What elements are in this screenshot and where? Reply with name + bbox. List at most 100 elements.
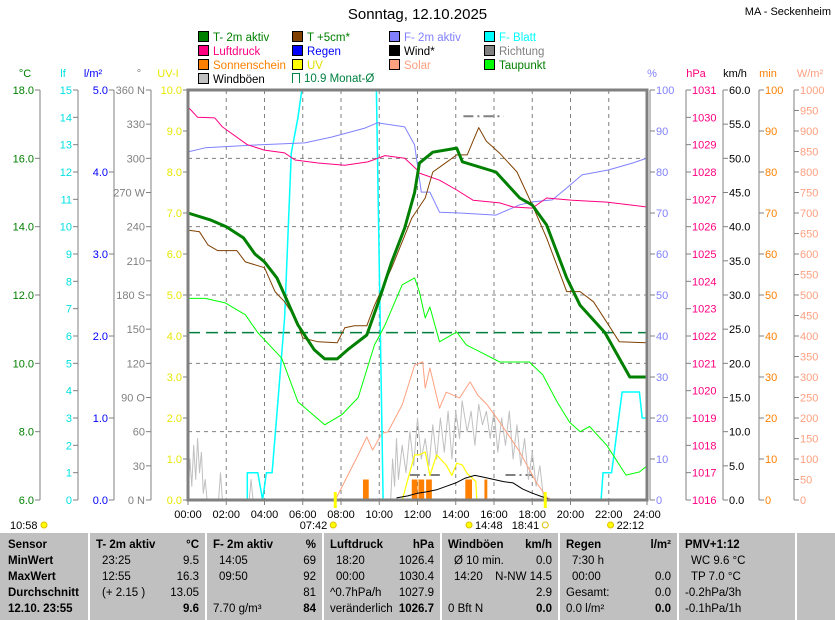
x-axis-tick-label: 12:00 xyxy=(404,509,432,521)
axis-unit-leaf: lf xyxy=(60,68,66,80)
table-column: Windböen km/h Ø 10 min. 0.0 14:20 N-NW 14.5 2.… xyxy=(440,533,558,620)
axis-tick-label: 3.0 xyxy=(167,372,182,384)
legend-label: Regen xyxy=(307,46,341,58)
cell-value: 92 xyxy=(303,571,316,583)
axis-tick-label: 300 xyxy=(127,153,145,165)
axis-tick-label: 14.0 xyxy=(13,222,34,234)
axis-tick-label: 5 xyxy=(66,358,72,370)
axis-unit-dir: ° xyxy=(137,68,141,80)
cell-left: -0.2hPa/3h xyxy=(685,587,742,599)
axis-tick-label: 0 N xyxy=(128,495,145,507)
weather-chart: °C18.016.014.012.010.08.06.0lf1514131211… xyxy=(10,68,824,532)
axis-unit-temp: °C xyxy=(19,68,31,80)
axis-tick-label: 4.0 xyxy=(93,167,108,179)
series-f-2m-aktiv xyxy=(187,122,648,216)
plot-area xyxy=(188,90,647,500)
column-title: PMV+1:12 xyxy=(685,539,740,551)
axis-tick-label: 5.0 xyxy=(729,461,744,473)
legend-label: Taupunkt xyxy=(499,60,546,72)
table-column: PMV+1:12 WC 9.6 °C TP 7.0 °C -0.2hPa/3h -0.1… xyxy=(677,533,795,620)
axis-tick-label: 20.0 xyxy=(729,358,750,370)
cell-value: 0.0 xyxy=(655,587,671,599)
axis-tick-label: 3.0 xyxy=(93,249,108,261)
axis-tick-label: 60 xyxy=(133,427,145,439)
axis-tick-label: 4 xyxy=(66,386,72,398)
cell-value: 1026.7 xyxy=(398,603,434,615)
axis-tick-label: 6 xyxy=(66,331,72,343)
axis-tick-label: 7 xyxy=(66,304,72,316)
column-title: Windböen xyxy=(448,539,504,551)
cell-value: 2.9 xyxy=(536,587,552,599)
axis-tick-label: 70 xyxy=(656,208,668,220)
legend-label: T +5cm* xyxy=(307,32,350,44)
column-unit: km/h xyxy=(525,539,552,551)
legend-label: Luftdruck xyxy=(213,46,261,58)
axis-tick-label: 180 S xyxy=(116,290,145,302)
legend-label: Solar xyxy=(404,60,431,72)
legend-item: Sonnenschein xyxy=(198,59,286,72)
axis-tick-label: 120 xyxy=(127,358,145,370)
axis-unit-press: hPa xyxy=(686,68,706,80)
axis-tick-label: 1029 xyxy=(692,140,716,152)
legend-item: Richtung xyxy=(484,45,544,58)
axis-tick-label: 10.0 xyxy=(13,358,34,370)
axis-tick-label: 7.0 xyxy=(167,208,182,220)
axis-tick-label: 5.0 xyxy=(167,290,182,302)
x-axis-tick-label: 24:00 xyxy=(633,509,661,521)
legend-swatch-icon xyxy=(389,45,400,56)
sunshine-bar xyxy=(411,479,418,500)
axis-tick-label: 55.0 xyxy=(729,119,750,131)
axis-tick-label: 900 xyxy=(800,126,818,138)
axis-tick-label: 600 xyxy=(800,249,818,261)
cell-left: Ø 10 min. xyxy=(454,555,504,567)
axis-tick-label: 1020 xyxy=(692,386,716,398)
axis-tick-label: 45.0 xyxy=(729,188,750,200)
legend-item: Windböen xyxy=(198,73,265,86)
axis-unit-rain: l/m² xyxy=(84,68,103,80)
table-column: F- 2m aktiv% 14:05 69 09:50 92 81 7.70 g/m³ 84 xyxy=(205,533,322,620)
row-label: 12.10. 23:55 xyxy=(8,603,73,615)
axis-tick-label: 15 xyxy=(60,85,72,97)
axis-tick-label: 700 xyxy=(800,208,818,220)
series-t-2m-aktiv xyxy=(187,146,647,379)
legend-item: Luftdruck xyxy=(198,45,260,58)
cell-value: 0.0 xyxy=(536,603,552,615)
sunset-icon xyxy=(541,521,549,529)
axis-tick-label: 70 xyxy=(765,208,777,220)
axis-tick-label: 40.0 xyxy=(729,222,750,234)
row-label: MinWert xyxy=(8,555,54,567)
moon-icon xyxy=(40,521,48,529)
cell-left: TP 7.0 °C xyxy=(691,571,741,583)
column-unit: hPa xyxy=(412,539,434,551)
axis-tick-label: 2.0 xyxy=(93,331,108,343)
axis-tick-label: 10.0 xyxy=(161,85,182,97)
axis-tick-label: 0 xyxy=(800,495,806,507)
axis-tick-label: 850 xyxy=(800,147,818,159)
table-column: Luftdruck hPa 18:20 1026.4 00:00 1030.4 ^0.7hP… xyxy=(322,533,440,620)
axis-tick-label: 4.0 xyxy=(167,331,182,343)
legend-item: T- 2m aktiv xyxy=(198,31,269,44)
axis-tick-label: 12.0 xyxy=(13,290,34,302)
cell-value: 81 xyxy=(303,587,316,599)
axis-tick-label: 3 xyxy=(66,413,72,425)
axis-tick-label: 100 xyxy=(765,85,783,97)
axis-tick-label: 150 xyxy=(800,434,818,446)
axis-tick-label: 1000 xyxy=(800,85,824,97)
cell-left: 09:50 xyxy=(219,571,248,583)
legend-label: T- 2m aktiv xyxy=(213,32,270,44)
cell-left: 23:25 xyxy=(102,555,131,567)
axis-tick-label: 1018 xyxy=(692,440,716,452)
legend-item: UV xyxy=(292,59,323,72)
axis-tick-label: 2 xyxy=(66,440,72,452)
legend-label: Windböen xyxy=(213,74,265,86)
cell-left: 14:05 xyxy=(219,555,248,567)
axis-tick-label: 10 xyxy=(656,454,668,466)
cell-left: WC 9.6 °C xyxy=(691,555,746,567)
legend-item: Taupunkt xyxy=(484,59,546,72)
series-solar xyxy=(334,361,553,501)
axis-tick-label: 1025 xyxy=(692,249,716,261)
axis-tick-label: 300 xyxy=(800,372,818,384)
series-uv xyxy=(401,451,546,501)
event-time-label: 18:41 xyxy=(512,520,540,532)
chart-title: Sonntag, 12.10.2025 xyxy=(347,6,488,23)
